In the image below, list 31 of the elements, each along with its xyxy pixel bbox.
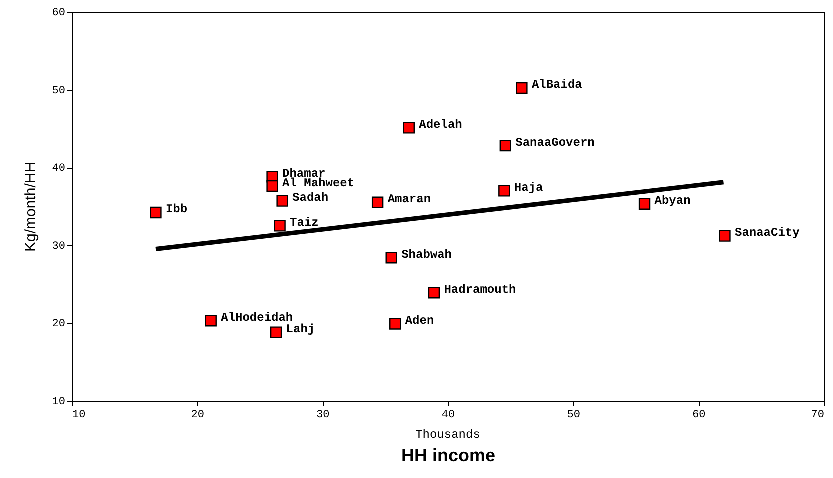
x-tick-label: 40 (442, 410, 456, 422)
annotation: Abyan (654, 194, 691, 208)
annotation: AlBaida (532, 78, 582, 92)
annotation: Adelah (419, 118, 462, 132)
x-tick-label: 70 (811, 410, 824, 422)
x-tick-label: 10 (72, 410, 86, 422)
annotation: Sadah (292, 191, 329, 206)
x-tick-label: 60 (692, 410, 706, 422)
annotation: Taiz (290, 216, 319, 230)
annotation: Ibb (166, 202, 188, 217)
text: Thousands (416, 428, 480, 442)
annotation: Shabwah (402, 248, 452, 262)
x-axis-title: HH income (401, 446, 496, 466)
x-tick-label: 50 (567, 410, 580, 422)
y-tick-label: 30 (52, 240, 66, 253)
y-axis-title: Kg/month/HH (22, 162, 40, 252)
annotation: SanaaCity (734, 226, 800, 240)
y-tick-label: 20 (52, 318, 66, 331)
annotation: Haja (514, 180, 544, 195)
annotation: AlHodeidah (221, 310, 294, 325)
annotation: Aden (405, 314, 434, 328)
annotation: Hadramouth (444, 282, 516, 297)
annotation: Amaran (388, 192, 432, 207)
y-tick-label: 10 (52, 396, 66, 408)
x-tick-label: 20 (191, 410, 204, 422)
x-tick-label: 30 (316, 410, 330, 422)
annotation: SanaaGovern (516, 136, 595, 150)
y-tick-label: 40 (52, 163, 66, 176)
y-tick-label: 50 (52, 85, 66, 98)
annotation: Lahj (286, 322, 316, 337)
y-tick-label: 60 (52, 8, 66, 20)
